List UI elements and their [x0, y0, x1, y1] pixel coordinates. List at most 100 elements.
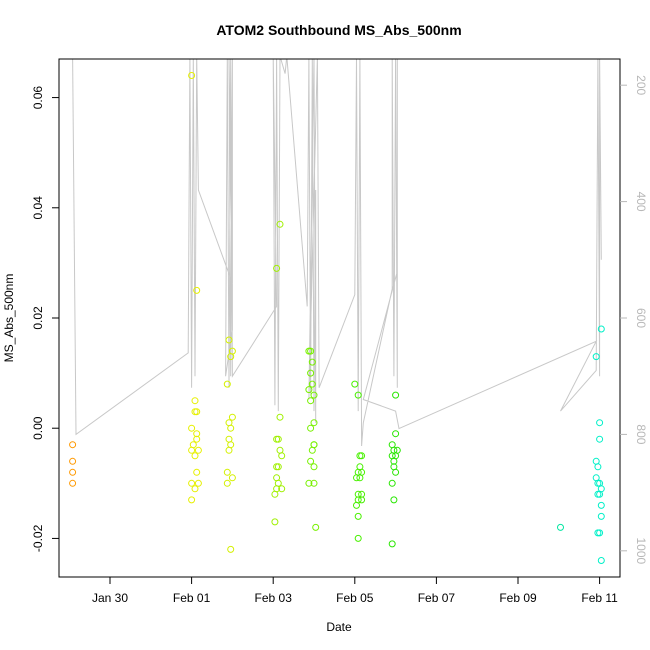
data-point	[354, 512, 362, 520]
data-point	[271, 490, 279, 498]
data-point	[310, 419, 318, 427]
data-point	[276, 413, 284, 421]
data-point	[273, 264, 281, 272]
data-point	[592, 353, 600, 361]
data-point	[594, 463, 602, 471]
data-point	[307, 347, 315, 355]
data-point	[310, 391, 318, 399]
y-tick-label: 0.02	[31, 306, 45, 330]
x-axis: Jan 30 Feb 01 Feb 03 Feb 05 Feb 07 Feb 09 Feb …	[92, 577, 618, 605]
data-point	[191, 485, 199, 493]
data-point	[278, 452, 286, 460]
data-point	[308, 446, 316, 454]
data-point	[596, 435, 604, 443]
x-tick-label: Feb 03	[255, 591, 293, 605]
secondary-line-layer	[72, 59, 602, 447]
data-point	[225, 446, 233, 454]
data-point	[188, 424, 196, 432]
x-axis-label: Date	[326, 620, 352, 634]
data-point	[188, 496, 196, 504]
y-tick-label: 0.00	[31, 416, 45, 440]
data-point	[194, 446, 202, 454]
data-point	[307, 424, 315, 432]
data-point	[596, 419, 604, 427]
data-point	[274, 435, 282, 443]
data-point	[597, 557, 605, 564]
y-axis-left: -0.02 0.00 0.02 0.04 0.06	[31, 86, 59, 552]
y-tick-label: 0.06	[31, 86, 45, 110]
y2-tick-label: 200	[634, 75, 648, 95]
data-point	[278, 485, 286, 493]
x-tick-label: Feb 07	[418, 591, 456, 605]
data-point	[223, 380, 231, 388]
data-point	[69, 468, 77, 476]
data-point	[305, 479, 313, 487]
data-point	[351, 380, 359, 388]
data-point	[193, 468, 201, 476]
y-axis-label: MS_Abs_500nm	[2, 274, 16, 363]
data-point	[392, 430, 400, 438]
data-point	[392, 468, 400, 476]
data-point	[228, 413, 236, 421]
data-point	[227, 424, 235, 432]
data-point	[354, 534, 362, 542]
data-point	[597, 325, 605, 333]
data-point	[69, 441, 77, 449]
data-point	[191, 397, 199, 405]
data-point	[597, 501, 605, 509]
data-point	[223, 479, 231, 487]
y2-tick-label: 1000	[634, 537, 648, 564]
data-point	[223, 468, 231, 476]
data-point	[596, 529, 604, 537]
x-tick-label: Feb 11	[581, 591, 618, 605]
data-point	[356, 474, 364, 482]
y-tick-label: -0.02	[31, 524, 45, 552]
data-point	[69, 457, 77, 465]
data-point	[307, 457, 315, 465]
data-point	[557, 523, 564, 531]
y-tick-label: 0.04	[31, 196, 45, 220]
data-point	[596, 490, 604, 498]
x-tick-label: Feb 01	[173, 591, 211, 605]
data-point	[354, 391, 362, 399]
y2-tick-label: 400	[634, 192, 648, 212]
data-point	[308, 380, 316, 388]
x-tick-label: Feb 05	[336, 591, 374, 605]
data-point	[188, 72, 196, 79]
data-point	[193, 286, 201, 294]
data-point	[310, 463, 318, 471]
data-point	[227, 353, 235, 361]
data-point	[392, 391, 400, 399]
y2-tick-label: 600	[634, 308, 648, 328]
x-tick-label: Feb 09	[499, 591, 537, 605]
data-point	[353, 474, 360, 482]
data-point	[228, 474, 236, 482]
data-point	[274, 463, 282, 471]
data-point	[188, 479, 196, 487]
chart-title: ATOM2 Southbound MS_Abs_500nm	[216, 22, 461, 38]
data-point	[388, 479, 396, 487]
data-point	[358, 452, 366, 460]
data-point	[358, 496, 366, 504]
data-point	[310, 479, 318, 487]
data-point	[227, 545, 235, 553]
secondary-series-line	[72, 59, 602, 447]
data-point	[276, 220, 284, 228]
data-point	[353, 501, 360, 509]
data-point	[194, 479, 202, 487]
data-point	[191, 452, 199, 460]
data-point	[308, 358, 316, 366]
data-point	[390, 496, 398, 504]
y2-tick-label: 800	[634, 424, 648, 444]
y-axis-right: 200 400 600 800 1000	[620, 75, 648, 564]
data-point	[305, 386, 313, 394]
data-point	[188, 446, 196, 454]
data-point	[312, 523, 320, 531]
data-point	[225, 336, 233, 344]
data-point	[69, 479, 77, 487]
data-points-layer	[69, 72, 605, 564]
data-point	[307, 397, 315, 405]
data-point	[307, 369, 315, 377]
